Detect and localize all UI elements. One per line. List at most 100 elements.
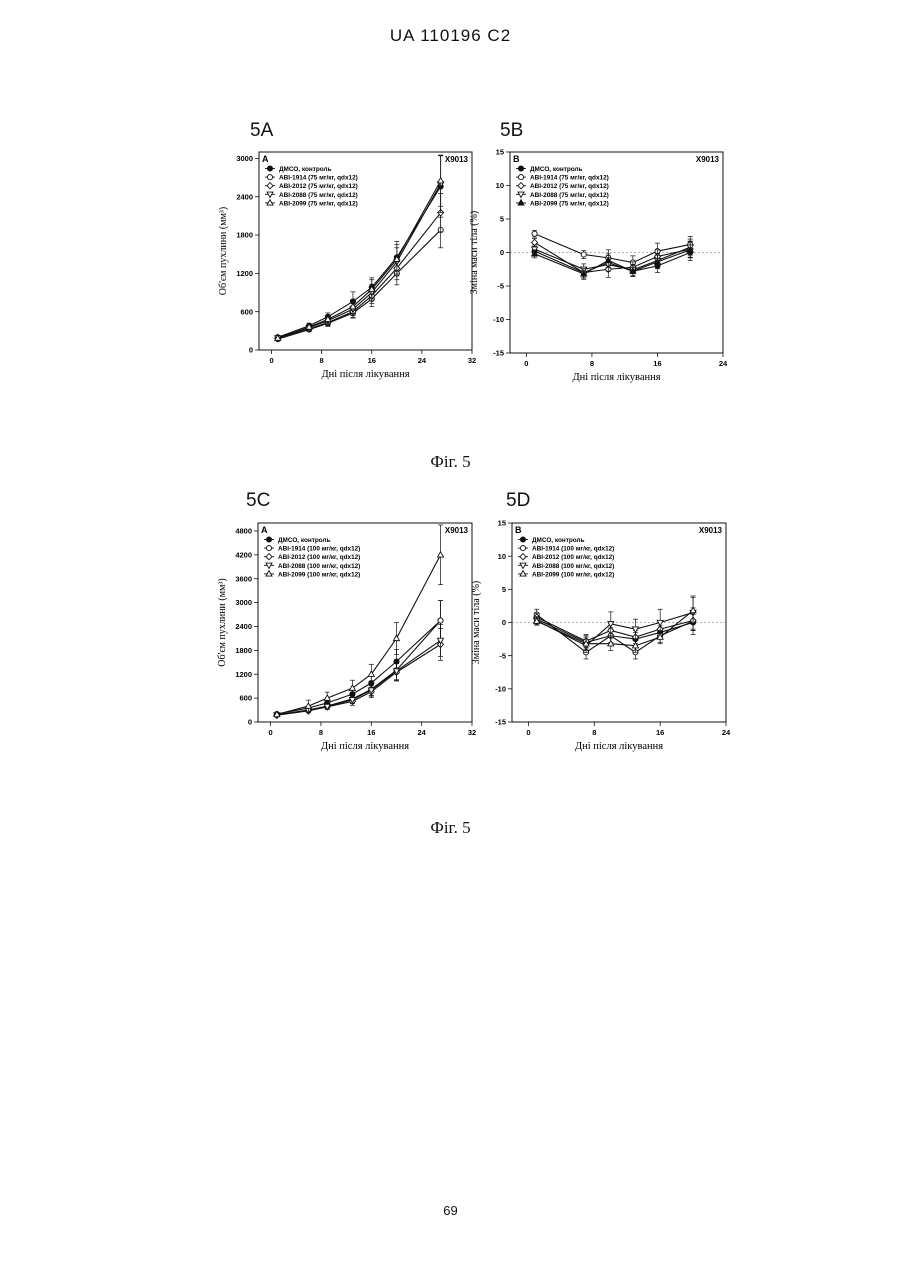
data-point	[632, 627, 638, 632]
series-line	[535, 242, 691, 272]
legend-label: ABI-2099 (100 мг/кг, qdx12)	[532, 571, 614, 578]
y-tick-label: 0	[500, 248, 504, 257]
x-axis-label: Дні після лікування	[321, 369, 409, 380]
chart-5c-tumor-volume: 0816243206001200180024003000360042004800…	[205, 510, 485, 760]
data-point	[532, 231, 537, 236]
legend-label: ABI-2088 (75 мг/кг, qdx12)	[530, 192, 609, 199]
x-axis-label: Дні після лікування	[572, 372, 660, 383]
x-tick-label: 8	[592, 728, 596, 737]
series-line	[277, 640, 441, 715]
chart-5b-body-weight: 081624-15-10-5051015Дні після лікуванняЗ…	[470, 140, 740, 390]
panel-label-5c: 5C	[246, 490, 270, 512]
legend-marker	[518, 175, 523, 180]
legend-label: ABI-2088 (75 мг/кг, qdx12)	[279, 192, 358, 199]
subplot-letter: B	[513, 154, 520, 164]
legend-label: ABI-2099 (75 мг/кг, qdx12)	[530, 200, 609, 207]
legend-label: ABI-2099 (75 мг/кг, qdx12)	[279, 200, 358, 207]
document-id: UA 110196 C2	[0, 26, 901, 46]
x-axis-label: Дні після лікування	[575, 741, 663, 752]
y-tick-label: 15	[498, 519, 506, 528]
series-2	[275, 194, 444, 342]
series-0	[532, 244, 693, 278]
subplot-letter: A	[261, 525, 268, 535]
y-tick-label: 4200	[235, 550, 252, 559]
y-axis-label: Зміна маси тіла (%)	[471, 581, 482, 664]
legend-label: ABI-2088 (100 мг/кг, qdx12)	[278, 563, 360, 570]
legend-label: ABI-2099 (100 мг/кг, qdx12)	[278, 571, 360, 578]
x-tick-label: 24	[722, 728, 731, 737]
legend-label: ABI-2012 (100 мг/кг, qdx12)	[532, 554, 614, 561]
y-tick-label: 600	[240, 307, 253, 316]
y-tick-label: -15	[493, 349, 504, 358]
series-1	[534, 608, 696, 659]
y-tick-label: 1200	[236, 269, 253, 278]
y-tick-label: 1800	[235, 646, 252, 655]
x-tick-label: 8	[319, 728, 323, 737]
legend-label: ABI-2012 (75 мг/кг, qdx12)	[530, 183, 609, 190]
legend-marker	[266, 563, 272, 568]
x-axis-label: Дні після лікування	[321, 741, 409, 752]
legend-label: ABI-1914 (100 мг/кг, qdx12)	[532, 546, 614, 553]
series-line	[278, 230, 441, 339]
data-point	[393, 635, 399, 640]
data-point	[349, 685, 355, 690]
y-tick-label: 15	[496, 148, 504, 157]
legend-marker	[518, 183, 524, 189]
series-line	[277, 621, 441, 715]
y-axis-label: Об'єм пухлини (мм³)	[218, 207, 229, 295]
legend-marker	[518, 200, 524, 205]
legend-marker	[520, 546, 525, 551]
y-tick-label: 1200	[235, 670, 252, 679]
series-line	[278, 213, 441, 339]
legend-marker	[518, 166, 523, 171]
subplot-letter: B	[515, 525, 522, 535]
page-number: 69	[0, 1203, 901, 1218]
legend-label: ABI-1914 (75 мг/кг, qdx12)	[530, 175, 609, 182]
y-tick-label: 2400	[235, 622, 252, 631]
legend-marker	[267, 175, 272, 180]
legend-marker	[266, 537, 271, 542]
y-axis-label: Зміна маси тіла (%)	[470, 211, 480, 294]
legend-marker	[266, 546, 271, 551]
legend-marker	[267, 192, 273, 197]
y-tick-label: 5	[500, 215, 504, 224]
legend-label: ABI-2088 (100 мг/кг, qdx12)	[532, 563, 614, 570]
series-1	[275, 212, 443, 342]
figure-caption-2: Фіг. 5	[0, 818, 901, 838]
y-tick-label: 4800	[235, 527, 252, 536]
legend-marker	[520, 571, 526, 576]
series-line	[277, 644, 441, 715]
x-tick-label: 16	[367, 728, 375, 737]
model-label: X9013	[696, 155, 720, 164]
legend-label: ДМСО, контроль	[279, 166, 332, 173]
data-point	[438, 552, 444, 557]
data-point	[532, 239, 538, 245]
legend-label: ДМСО, контроль	[532, 537, 585, 544]
y-axis-label: Об'єм пухлини (мм³)	[217, 578, 228, 666]
x-tick-label: 0	[526, 728, 530, 737]
legend-marker	[520, 537, 525, 542]
legend-marker	[518, 192, 524, 197]
y-tick-label: -5	[497, 282, 504, 291]
legend-marker	[267, 166, 272, 171]
x-tick-label: 0	[524, 359, 528, 368]
y-tick-label: 3000	[235, 598, 252, 607]
legend-label: ДМСО, контроль	[530, 166, 583, 173]
y-tick-label: -10	[493, 315, 504, 324]
figure-caption-1: Фіг. 5	[0, 452, 901, 472]
x-tick-label: 16	[368, 356, 376, 365]
panel-label-5d: 5D	[506, 490, 530, 512]
x-tick-label: 0	[269, 356, 273, 365]
legend-label: ABI-1914 (100 мг/кг, qdx12)	[278, 546, 360, 553]
y-tick-label: -10	[495, 684, 506, 693]
legend-marker	[267, 200, 273, 205]
x-tick-label: 24	[418, 356, 427, 365]
data-point	[438, 178, 444, 183]
legend-label: ABI-2012 (100 мг/кг, qdx12)	[278, 554, 360, 561]
x-tick-label: 16	[656, 728, 664, 737]
y-tick-label: 10	[498, 552, 506, 561]
x-tick-label: 8	[590, 359, 594, 368]
panel-label-5a: 5A	[250, 120, 273, 142]
y-tick-label: 600	[239, 694, 252, 703]
series-line	[277, 621, 441, 715]
